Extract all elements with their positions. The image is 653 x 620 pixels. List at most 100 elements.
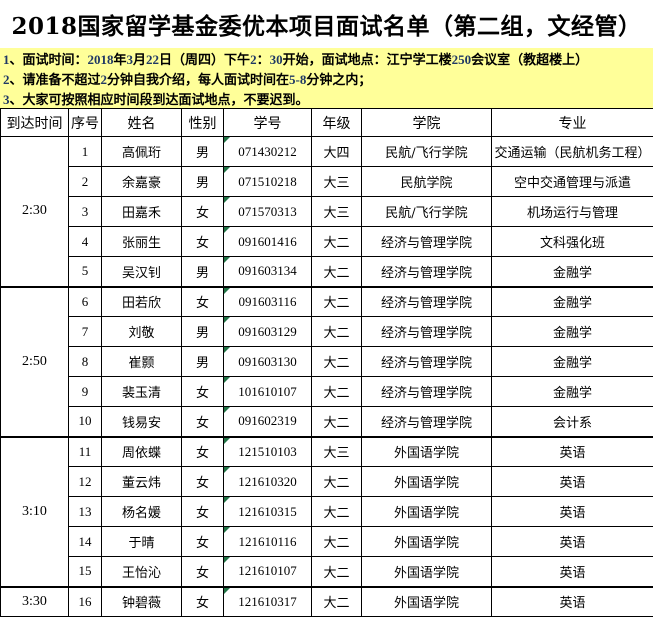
gender-cell: 女 bbox=[181, 496, 224, 527]
table-row: 2 余嘉豪男 071510218 大三 民航学院 空中交通管理与派遣 bbox=[1, 166, 653, 197]
column-header-gender: 性别 bbox=[181, 108, 224, 137]
gender-cell: 男 bbox=[181, 166, 224, 197]
column-header-index: 序号 bbox=[68, 108, 102, 137]
grade-cell: 大二 bbox=[311, 316, 362, 347]
major-cell: 空中交通管理与派遣 bbox=[491, 166, 653, 197]
grade-cell: 大二 bbox=[311, 285, 362, 317]
text-format-corner-marker-icon bbox=[224, 497, 230, 503]
arrival-time-cell: 2:50 bbox=[0, 285, 69, 437]
notice-line-1: 1、面试时间：2018年3月22日（周四）下午2：30开始，面试地点：江宁学工楼… bbox=[3, 52, 589, 68]
table-row: 3:30 16 钟碧薇女 121610317 大二 外国语学院 英语 bbox=[0, 585, 653, 617]
college-cell: 外国语学院 bbox=[361, 526, 492, 557]
student-id-cell: 121610317 bbox=[223, 585, 312, 617]
name-cell: 田若欣 bbox=[101, 285, 182, 317]
student-id-cell: 121510103 bbox=[223, 435, 312, 467]
name-cell: 周依蝶 bbox=[101, 435, 182, 467]
name-cell: 王怡沁 bbox=[101, 556, 182, 587]
college-cell: 外国语学院 bbox=[361, 585, 492, 617]
text-format-corner-marker-icon bbox=[224, 467, 230, 473]
student-id-cell: 091603129 bbox=[223, 316, 312, 347]
major-cell: 交通运输（民航机务工程） bbox=[491, 136, 653, 167]
college-cell: 民航学院 bbox=[361, 166, 492, 197]
grade-cell: 大二 bbox=[311, 346, 362, 377]
major-cell: 金融学 bbox=[491, 316, 653, 347]
index-cell: 15 bbox=[68, 556, 102, 587]
college-cell: 经济与管理学院 bbox=[361, 226, 492, 257]
name-cell: 高佩珩 bbox=[101, 136, 182, 167]
student-id-cell: 121610107 bbox=[223, 556, 312, 587]
name-cell: 刘敬 bbox=[101, 316, 182, 347]
gender-cell: 男 bbox=[181, 256, 224, 287]
name-cell: 裴玉清 bbox=[101, 376, 182, 407]
college-cell: 经济与管理学院 bbox=[361, 316, 492, 347]
student-id-cell: 091603130 bbox=[223, 346, 312, 377]
table-row: 7 刘敬男 091603129 大二 经济与管理学院 金融学 bbox=[1, 316, 653, 347]
text-format-corner-marker-icon bbox=[224, 227, 230, 233]
index-cell: 11 bbox=[68, 435, 102, 467]
column-header-grade: 年级 bbox=[311, 108, 362, 137]
grade-cell: 大二 bbox=[311, 376, 362, 407]
text-format-corner-marker-icon bbox=[224, 347, 230, 353]
table-row: 8 崔颢男 091603130 大二 经济与管理学院 金融学 bbox=[1, 346, 653, 377]
index-cell: 10 bbox=[68, 406, 102, 437]
grade-cell: 大四 bbox=[311, 136, 362, 167]
college-cell: 外国语学院 bbox=[361, 496, 492, 527]
college-cell: 经济与管理学院 bbox=[361, 376, 492, 407]
student-id-cell: 121610116 bbox=[223, 526, 312, 557]
college-cell: 外国语学院 bbox=[361, 435, 492, 467]
college-cell: 外国语学院 bbox=[361, 466, 492, 497]
table-row: 13 杨名媛女 121610315 大二 外国语学院 英语 bbox=[1, 496, 653, 527]
page-title: 2018国家留学基金委优本项目面试名单（第二组，文经管） bbox=[0, 0, 653, 48]
grade-cell: 大二 bbox=[311, 496, 362, 527]
text-format-corner-marker-icon bbox=[224, 137, 230, 143]
text-format-corner-marker-icon bbox=[224, 527, 230, 533]
name-cell: 于晴 bbox=[101, 526, 182, 557]
gender-cell: 女 bbox=[181, 376, 224, 407]
grade-cell: 大二 bbox=[311, 585, 362, 617]
grade-cell: 大二 bbox=[311, 256, 362, 287]
table-row: 3:10 11 周依蝶女 121510103 大三 外国语学院 英语 bbox=[0, 435, 653, 587]
major-cell: 英语 bbox=[491, 496, 653, 527]
student-id-cell: 071570313 bbox=[223, 196, 312, 227]
major-cell: 会计系 bbox=[491, 406, 653, 437]
gender-cell: 男 bbox=[181, 346, 224, 377]
index-cell: 16 bbox=[68, 585, 102, 617]
table-row: 9 裴玉清女 101610107 大二 经济与管理学院 金融学 bbox=[1, 376, 653, 407]
interview-table-body: 2:30 1 高佩珩男 071430212 大四 民航/飞行学院 交通运输（民航机务工程） 2… bbox=[0, 136, 653, 617]
name-cell: 杨名媛 bbox=[101, 496, 182, 527]
table-row: 14 于晴女 121610116 大二 外国语学院 英语 bbox=[1, 526, 653, 557]
major-cell: 金融学 bbox=[491, 376, 653, 407]
index-cell: 4 bbox=[68, 226, 102, 257]
student-id-cell: 091603116 bbox=[223, 285, 312, 317]
gender-cell: 男 bbox=[181, 136, 224, 167]
column-header-student-id: 学号 bbox=[223, 108, 312, 137]
grade-cell: 大二 bbox=[311, 226, 362, 257]
notice-line-3: 3、大家可按照相应时间段到达面试地点，不要迟到。 bbox=[3, 92, 309, 108]
grade-cell: 大三 bbox=[311, 435, 362, 467]
gender-cell: 女 bbox=[181, 526, 224, 557]
index-cell: 2 bbox=[68, 166, 102, 197]
text-format-corner-marker-icon bbox=[224, 438, 230, 444]
gender-cell: 女 bbox=[181, 226, 224, 257]
grade-cell: 大二 bbox=[311, 466, 362, 497]
index-cell: 12 bbox=[68, 466, 102, 497]
text-format-corner-marker-icon bbox=[224, 557, 230, 563]
text-format-corner-marker-icon bbox=[224, 407, 230, 413]
table-row: 15 王怡沁女 121610107 大二 外国语学院 英语 bbox=[1, 556, 653, 587]
text-format-corner-marker-icon bbox=[224, 377, 230, 383]
gender-cell: 女 bbox=[181, 435, 224, 467]
name-cell: 田嘉禾 bbox=[101, 196, 182, 227]
column-header-arrival-time: 到达时间 bbox=[0, 108, 69, 137]
gender-cell: 女 bbox=[181, 285, 224, 317]
major-cell: 金融学 bbox=[491, 256, 653, 287]
student-id-cell: 101610107 bbox=[223, 376, 312, 407]
name-cell: 钱易安 bbox=[101, 406, 182, 437]
student-id-cell: 121610315 bbox=[223, 496, 312, 527]
column-header-major: 专业 bbox=[491, 108, 653, 137]
gender-cell: 女 bbox=[181, 466, 224, 497]
text-format-corner-marker-icon bbox=[224, 588, 230, 594]
grade-cell: 大三 bbox=[311, 166, 362, 197]
index-cell: 1 bbox=[68, 136, 102, 167]
gender-cell: 女 bbox=[181, 406, 224, 437]
college-cell: 外国语学院 bbox=[361, 556, 492, 587]
